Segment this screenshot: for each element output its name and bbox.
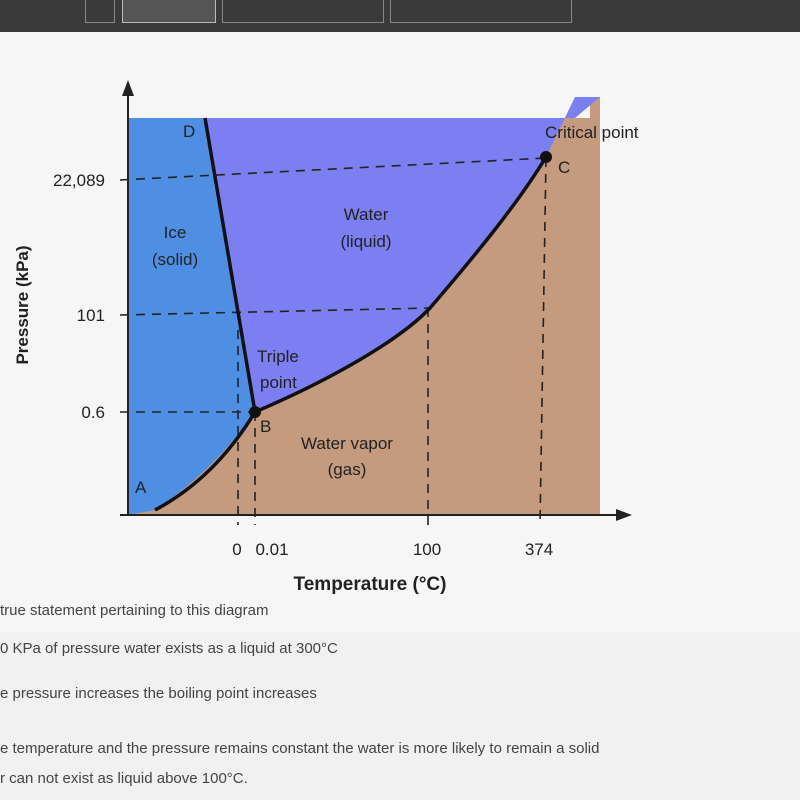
region-label: (liquid) (340, 232, 391, 251)
question-prompt: true statement pertaining to this diagra… (0, 602, 269, 619)
answer-option[interactable]: 0 KPa of pressure water exists as a liqu… (0, 640, 338, 657)
sublimation-curve (154, 411, 257, 512)
dashed-guide (119, 307, 431, 316)
region-label: (gas) (328, 460, 367, 479)
x-tick-label: 0.01 (255, 540, 288, 559)
y-axis-title: Pressure (kPa) (13, 245, 32, 364)
region-label: Water (344, 205, 389, 224)
triple-point-label: Triple (257, 347, 299, 366)
x-tick-label: 374 (525, 540, 553, 559)
liquid-region (205, 97, 600, 412)
y-tick-label: 101 (77, 306, 105, 325)
phase-diagram: 22,089 101 0.6 0 0.01 100 374 Temperatur… (0, 32, 800, 632)
answer-option[interactable]: r can not exist as liquid above 100°C. (0, 770, 248, 787)
point-label: A (135, 478, 147, 497)
critical-point-label: Critical point (545, 123, 639, 142)
triple-point-label: point (260, 373, 297, 392)
x-tick-label: 0 (232, 540, 241, 559)
answer-option[interactable]: e pressure increases the boiling point i… (0, 685, 317, 702)
x-axis-arrow (616, 509, 632, 521)
y-axis-arrow (122, 80, 134, 96)
toolbar-button[interactable] (85, 0, 115, 23)
answer-option[interactable]: e temperature and the pressure remains c… (0, 740, 600, 757)
point-label: B (260, 417, 271, 436)
toolbar-button[interactable] (222, 0, 384, 23)
point-label: C (558, 158, 570, 177)
solid-region (128, 118, 255, 515)
region-label: Water vapor (301, 434, 393, 453)
x-axis-title: Temperature (°C) (294, 574, 447, 595)
critical-point-marker (540, 151, 552, 163)
gas-region-edge (590, 97, 600, 515)
toolbar-button[interactable] (390, 0, 572, 23)
fusion-curve (203, 117, 257, 413)
point-label: D (183, 122, 195, 141)
y-tick-label: 22,089 (53, 171, 105, 190)
dashed-guide (119, 157, 547, 181)
y-tick-label: 0.6 (81, 403, 105, 422)
vaporization-curve (254, 156, 548, 414)
region-label: (solid) (152, 250, 198, 269)
region-label: Ice (164, 223, 187, 242)
dashed-guide (539, 157, 547, 526)
toolbar-button[interactable] (122, 0, 216, 23)
x-tick-label: 100 (413, 540, 441, 559)
triple-point-marker (249, 406, 261, 418)
toolbar (0, 0, 800, 32)
